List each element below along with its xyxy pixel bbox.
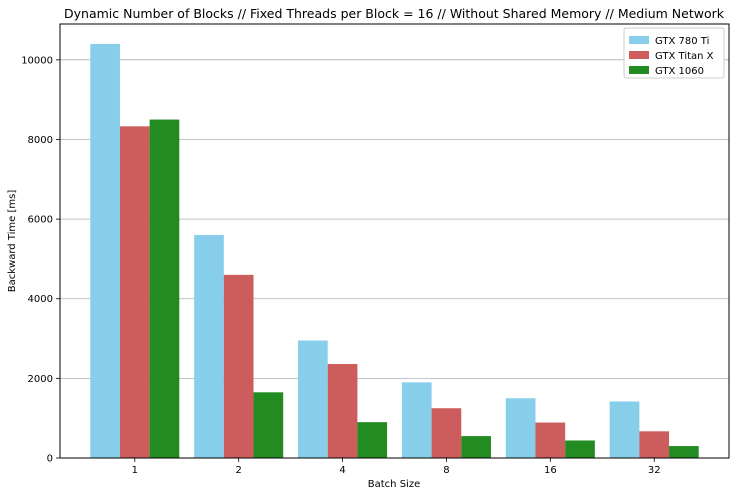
bar-gtx-1060-4 bbox=[357, 422, 388, 458]
y-tick-label: 8000 bbox=[28, 135, 53, 146]
bar-gtx-780-ti-1 bbox=[90, 43, 120, 458]
bar-gtx-1060-8 bbox=[461, 436, 491, 458]
x-tick-label: 1 bbox=[132, 465, 138, 476]
y-tick-label: 2000 bbox=[28, 374, 53, 385]
plot-frame bbox=[59, 23, 730, 459]
x-axis: 1 2 4 8 16 32 bbox=[132, 458, 661, 476]
bar-gtx-780-ti-32 bbox=[609, 401, 640, 458]
bar-gtx-780-ti-8 bbox=[401, 382, 432, 458]
bar-gtx-titan-x-32 bbox=[639, 431, 670, 458]
y-axis: 0 2000 4000 6000 8000 10000 bbox=[21, 55, 60, 465]
bar-gtx-1060-16 bbox=[565, 440, 595, 458]
x-tick-label: 2 bbox=[235, 465, 241, 476]
x-tick-label: 4 bbox=[339, 465, 345, 476]
y-tick-label: 6000 bbox=[28, 215, 53, 226]
x-tick-label: 16 bbox=[544, 465, 557, 476]
bar-gtx-titan-x-2 bbox=[223, 274, 254, 458]
y-tick-label: 4000 bbox=[28, 294, 53, 305]
chart-title: Dynamic Number of Blocks // Fixed Thread… bbox=[64, 6, 725, 21]
bar-gtx-780-ti-16 bbox=[505, 398, 536, 458]
y-tick-label: 10000 bbox=[21, 55, 53, 66]
legend-label: GTX 1060 bbox=[655, 66, 704, 77]
bar-gtx-titan-x-8 bbox=[431, 408, 462, 458]
x-axis-label: Batch Size bbox=[368, 479, 420, 490]
bar-gtx-780-ti-4 bbox=[298, 340, 328, 458]
x-tick-label: 8 bbox=[443, 465, 449, 476]
legend-swatch-gtx-titan-x bbox=[629, 51, 649, 59]
bar-gtx-titan-x-16 bbox=[535, 422, 566, 458]
bar-gtx-1060-32 bbox=[669, 446, 699, 458]
bars bbox=[90, 43, 699, 459]
legend-swatch-gtx-780-ti bbox=[629, 36, 649, 44]
legend-label: GTX 780 Ti bbox=[655, 36, 709, 47]
bar-gtx-1060-1 bbox=[149, 119, 180, 458]
x-tick-label: 32 bbox=[648, 465, 661, 476]
bar-gtx-1060-2 bbox=[253, 392, 284, 458]
legend-swatch-gtx-1060 bbox=[629, 66, 649, 74]
bar-gtx-titan-x-1 bbox=[119, 126, 150, 459]
bar-gtx-780-ti-2 bbox=[194, 235, 224, 458]
legend-label: GTX Titan X bbox=[655, 51, 714, 62]
y-axis-label: Backward Time [ms] bbox=[7, 190, 18, 293]
legend: GTX 780 Ti GTX Titan X GTX 1060 bbox=[623, 27, 725, 79]
bar-gtx-titan-x-4 bbox=[327, 364, 358, 458]
y-tick-label: 0 bbox=[47, 454, 53, 465]
